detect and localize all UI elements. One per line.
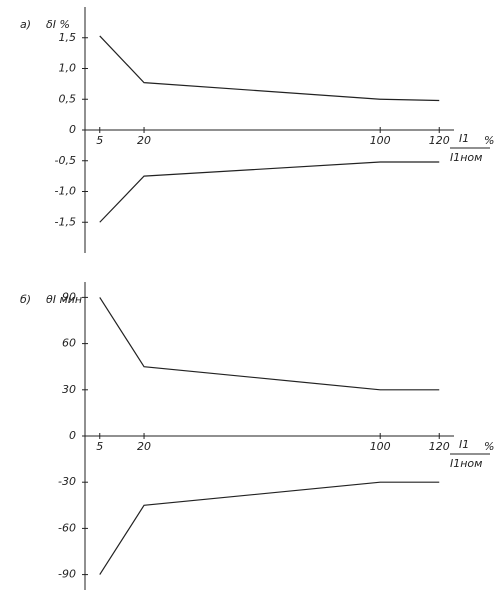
y-tick-label: 0,5: [59, 92, 77, 105]
y-tick-label: 0: [69, 123, 76, 136]
x-tick-label: 120: [429, 134, 450, 147]
x-tick-label: 100: [370, 440, 391, 453]
y-tick-label: 30: [62, 383, 76, 396]
y-tick-label: 0: [69, 429, 76, 442]
y-axis-label: δI %: [46, 18, 70, 31]
y-tick-label: -1,5: [55, 215, 76, 228]
y-tick-label: -30: [58, 475, 76, 488]
x-label-denominator: I1ном: [450, 151, 482, 164]
x-tick-label: 5: [96, 440, 103, 453]
panel-label: a): [20, 18, 31, 31]
x-tick-label: 120: [429, 440, 450, 453]
y-tick-label: -60: [58, 521, 76, 534]
y-tick-label: -1,0: [55, 185, 76, 198]
y-tick-label: 90: [62, 290, 76, 303]
y-tick-label: 60: [62, 337, 76, 350]
x-tick-label: 100: [370, 134, 391, 147]
x-tick-label: 20: [137, 440, 151, 453]
y-tick-label: 1,5: [59, 31, 77, 44]
panel-label: б): [20, 293, 31, 306]
y-tick-label: -90: [58, 568, 76, 581]
x-label-numerator: I1: [459, 132, 469, 145]
series-line: [99, 161, 440, 223]
y-tick-label: -0,5: [55, 154, 76, 167]
series-line: [99, 35, 440, 102]
x-label-denominator: I1ном: [450, 457, 482, 470]
x-label-numerator: I1: [459, 438, 469, 451]
x-tick-label: 20: [137, 134, 151, 147]
x-tick-label: 5: [96, 134, 103, 147]
series-line: [99, 481, 440, 575]
y-tick-label: 1,0: [59, 62, 77, 75]
x-label-unit: %: [484, 134, 494, 147]
y-axis-label: θI мин: [46, 293, 82, 306]
x-label-unit: %: [484, 440, 494, 453]
series-line: [99, 297, 440, 391]
